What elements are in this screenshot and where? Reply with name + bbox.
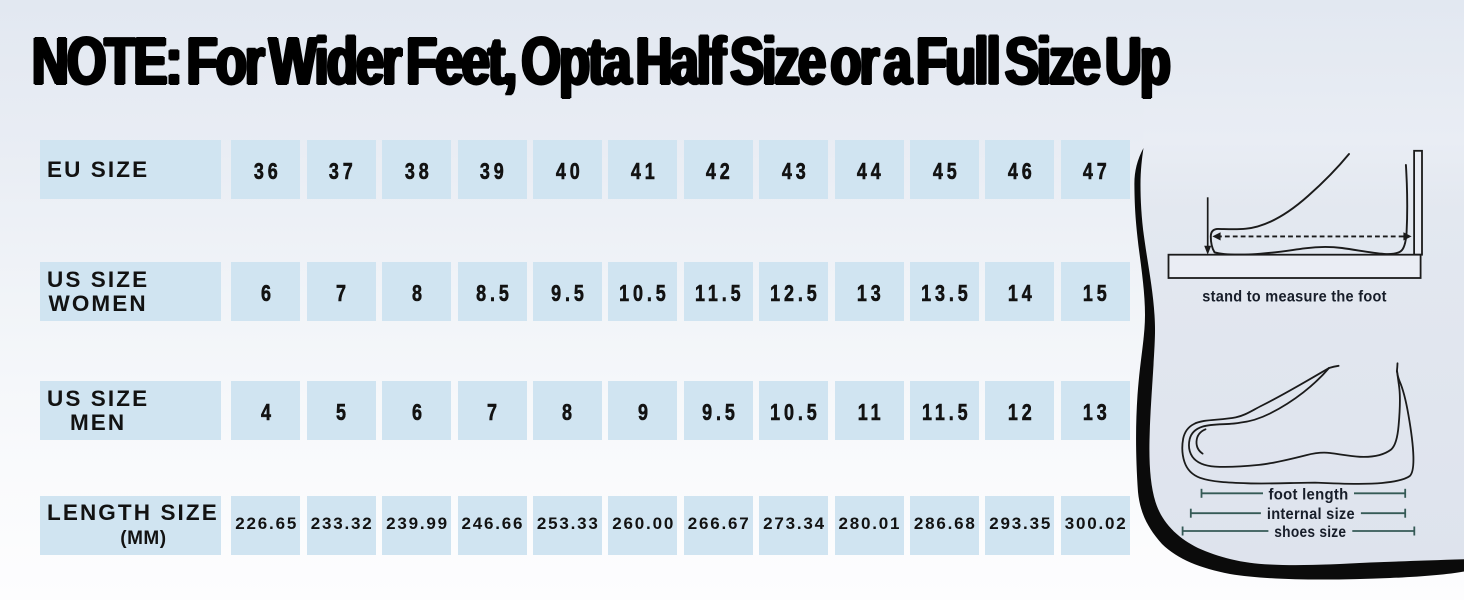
svg-text:internal size: internal size	[1267, 506, 1355, 523]
svg-text:foot length: foot length	[1269, 486, 1349, 503]
svg-text:stand to measure the foot: stand to measure the foot	[1202, 289, 1387, 306]
svg-text:shoes size: shoes size	[1274, 524, 1346, 541]
